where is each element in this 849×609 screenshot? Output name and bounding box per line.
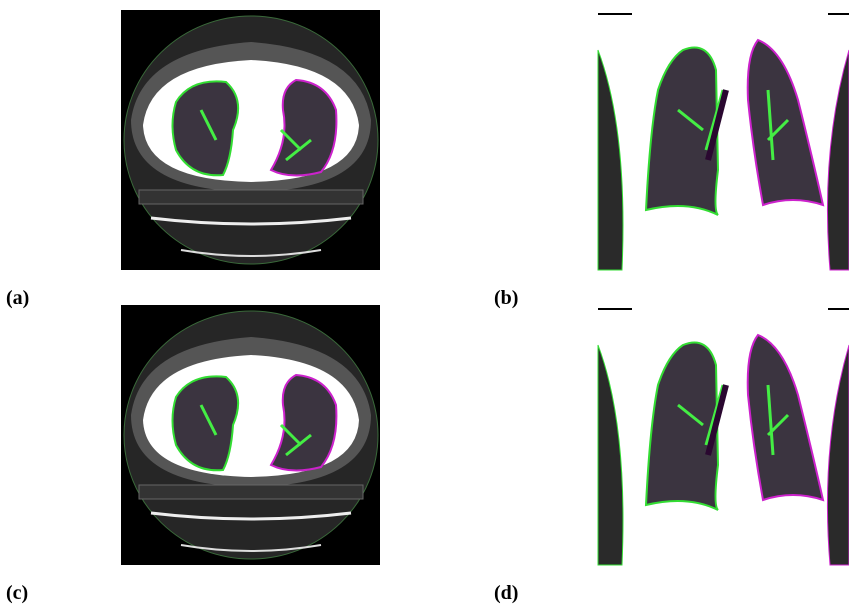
image-b [598, 10, 849, 270]
image-a [121, 10, 380, 270]
panel-label: (b) [494, 287, 518, 310]
panel-label: (c) [6, 582, 28, 605]
panel-label: (a) [6, 287, 29, 310]
figure: (a) (b) (c) (d) [0, 0, 849, 609]
figure-images [0, 0, 849, 609]
panel-label: (d) [494, 582, 518, 605]
image-d [598, 305, 849, 565]
image-c [121, 305, 380, 565]
